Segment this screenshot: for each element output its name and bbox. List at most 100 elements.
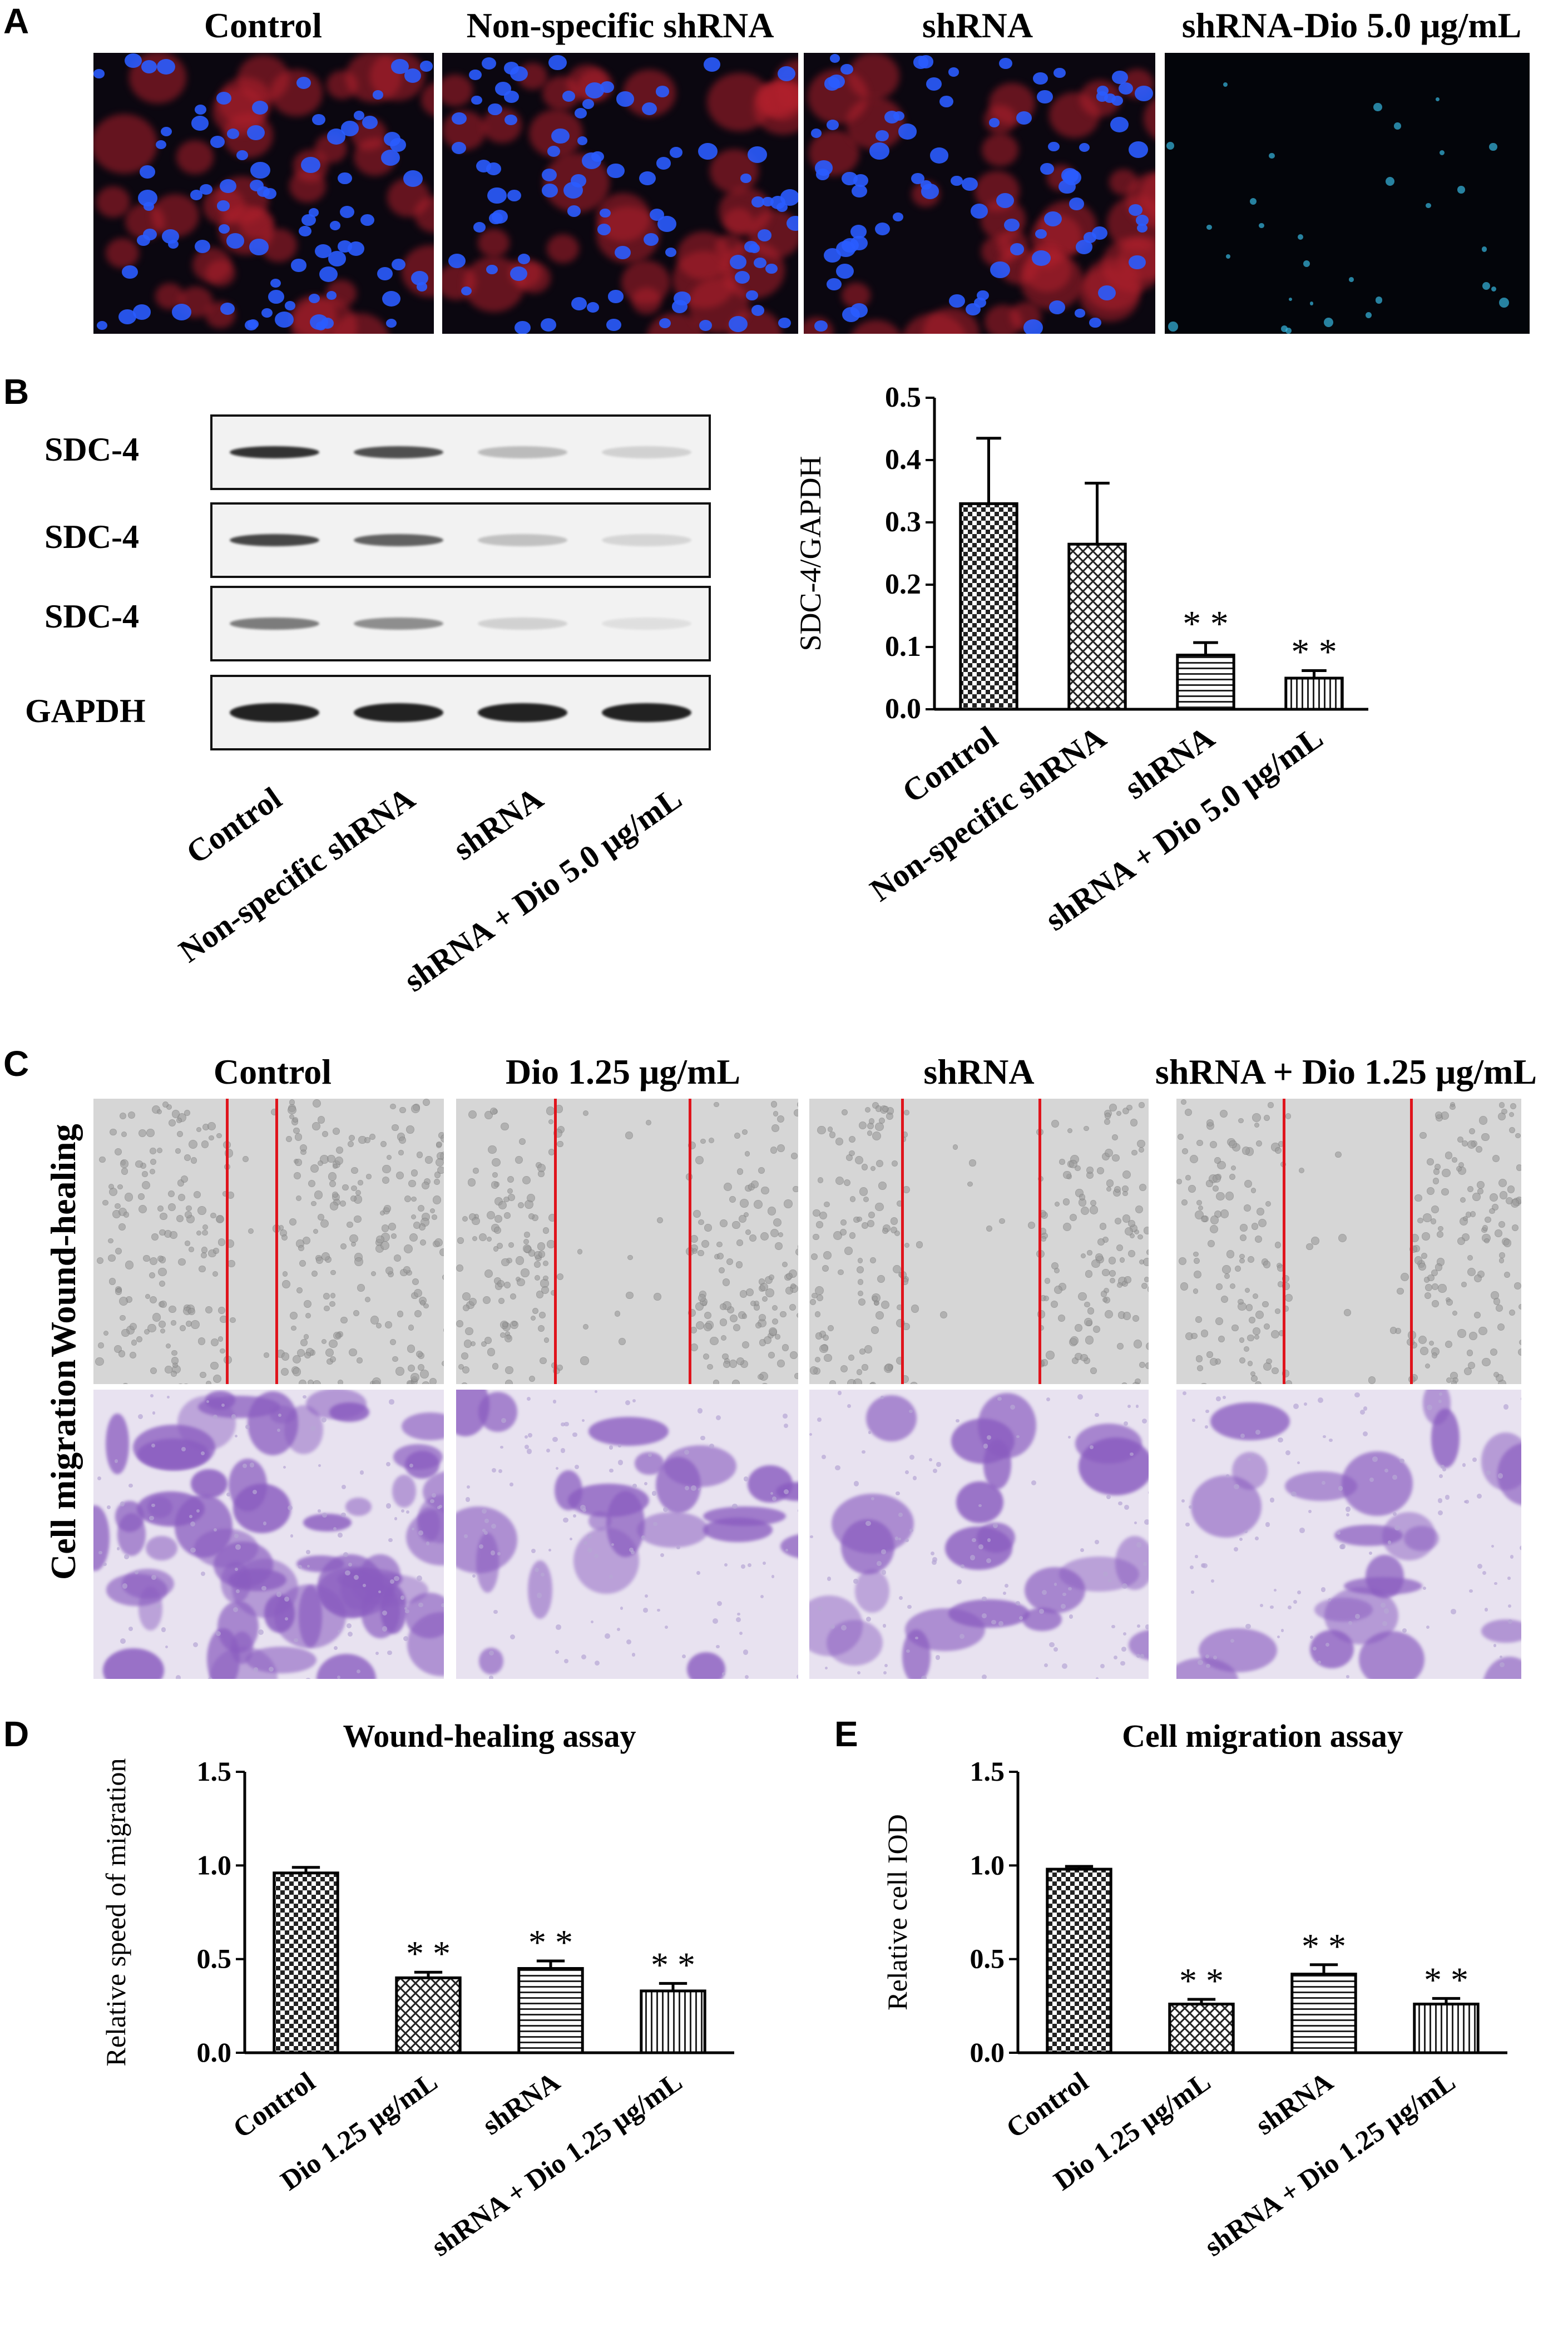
- cell: [773, 1111, 779, 1116]
- cell: [145, 1293, 151, 1300]
- cell: [160, 1328, 165, 1333]
- cell: [1363, 1406, 1368, 1411]
- cell: [1095, 1253, 1103, 1261]
- cell: [403, 1636, 408, 1641]
- cell: [1504, 1272, 1511, 1278]
- cell: [253, 1667, 259, 1672]
- migrated-cell-cluster: [191, 1469, 227, 1499]
- cell: [1144, 1519, 1149, 1525]
- blot-band: [478, 534, 567, 546]
- cell: [892, 1160, 898, 1167]
- cell: [910, 1381, 918, 1384]
- cell: [1206, 1180, 1213, 1187]
- cell: [693, 1210, 701, 1218]
- cell: [1508, 1309, 1515, 1316]
- cell-nucleus: [1079, 142, 1090, 152]
- cell: [417, 1204, 425, 1212]
- cell: [1198, 1659, 1204, 1666]
- cell: [467, 1485, 471, 1489]
- cell: [775, 1334, 780, 1340]
- significance-marker: * *: [651, 1945, 695, 1984]
- cell: [150, 1394, 154, 1397]
- cell: [425, 1156, 433, 1164]
- cell: [280, 1367, 289, 1376]
- cell-nucleus: [826, 119, 839, 130]
- cell: [1278, 1437, 1284, 1443]
- cell: [486, 1237, 492, 1242]
- cell: [1284, 1293, 1293, 1302]
- migrated-cell-cluster: [1334, 1525, 1403, 1546]
- cell: [1058, 1314, 1066, 1322]
- cell: [983, 1444, 988, 1449]
- cell: [704, 1312, 711, 1320]
- cell: [487, 1348, 496, 1356]
- cell: [320, 1219, 329, 1228]
- cell: [330, 1270, 336, 1276]
- cell: [524, 1435, 528, 1439]
- cell-nucleus: [495, 82, 511, 96]
- cell: [1274, 1308, 1280, 1315]
- cell: [328, 1172, 337, 1181]
- cell-nucleus: [1119, 82, 1134, 95]
- cell: [416, 1575, 422, 1581]
- cell: [488, 1675, 493, 1679]
- cell: [1515, 1133, 1521, 1138]
- cell: [770, 1147, 777, 1154]
- cell: [735, 1261, 743, 1268]
- cell: [316, 1256, 323, 1264]
- cell: [1238, 1118, 1244, 1123]
- cell: [738, 1214, 746, 1223]
- cell: [342, 1184, 349, 1191]
- cell: [284, 1597, 290, 1602]
- blot-band: [354, 617, 443, 630]
- cell: [1229, 1174, 1235, 1180]
- cell-nucleus: [744, 240, 759, 253]
- cell: [1109, 1269, 1116, 1277]
- cell: [1418, 1262, 1426, 1271]
- cell: [843, 1179, 850, 1187]
- cell: [1219, 1109, 1228, 1118]
- cell: [1207, 1239, 1215, 1248]
- cell: [883, 1671, 887, 1675]
- cell: [410, 1104, 420, 1113]
- cell: [366, 1174, 372, 1179]
- cell: [492, 1172, 498, 1178]
- cell: [138, 1204, 147, 1213]
- cell: [1010, 1404, 1016, 1410]
- cell: [150, 1257, 158, 1266]
- cell: [1499, 1252, 1505, 1258]
- cell: [810, 1253, 818, 1260]
- cell-nucleus: [777, 66, 795, 81]
- cell: [176, 1215, 184, 1223]
- cell: [1106, 1179, 1114, 1187]
- cell: [1338, 1234, 1347, 1243]
- cell: [758, 1374, 764, 1380]
- cell: [1053, 1267, 1060, 1274]
- bar: [1168, 2002, 1235, 2054]
- cell: [877, 1274, 886, 1283]
- cell: [697, 1408, 703, 1414]
- cell: [1432, 1178, 1440, 1184]
- cell: [1384, 1468, 1389, 1473]
- cell: [595, 1660, 600, 1666]
- cell: [817, 1125, 826, 1135]
- cell-nucleus: [339, 205, 354, 219]
- cell: [252, 1490, 257, 1495]
- cell: [936, 1462, 941, 1467]
- cell: [993, 1523, 998, 1528]
- cell: [1100, 1291, 1107, 1297]
- cell: [437, 1506, 441, 1509]
- cell: [1135, 1206, 1143, 1214]
- migrated-cell-cluster: [117, 1513, 146, 1556]
- cell: [1368, 1376, 1376, 1384]
- cell: [858, 1298, 866, 1306]
- cell: [631, 1550, 635, 1554]
- cell: [721, 1672, 725, 1676]
- blot-lane-label-control: Control: [179, 779, 288, 871]
- cell: [418, 1530, 424, 1535]
- cell: [1070, 1213, 1077, 1221]
- cell: [865, 1520, 871, 1526]
- cell-nucleus: [380, 150, 400, 166]
- cell-nucleus: [606, 318, 621, 332]
- cell: [1495, 1229, 1502, 1237]
